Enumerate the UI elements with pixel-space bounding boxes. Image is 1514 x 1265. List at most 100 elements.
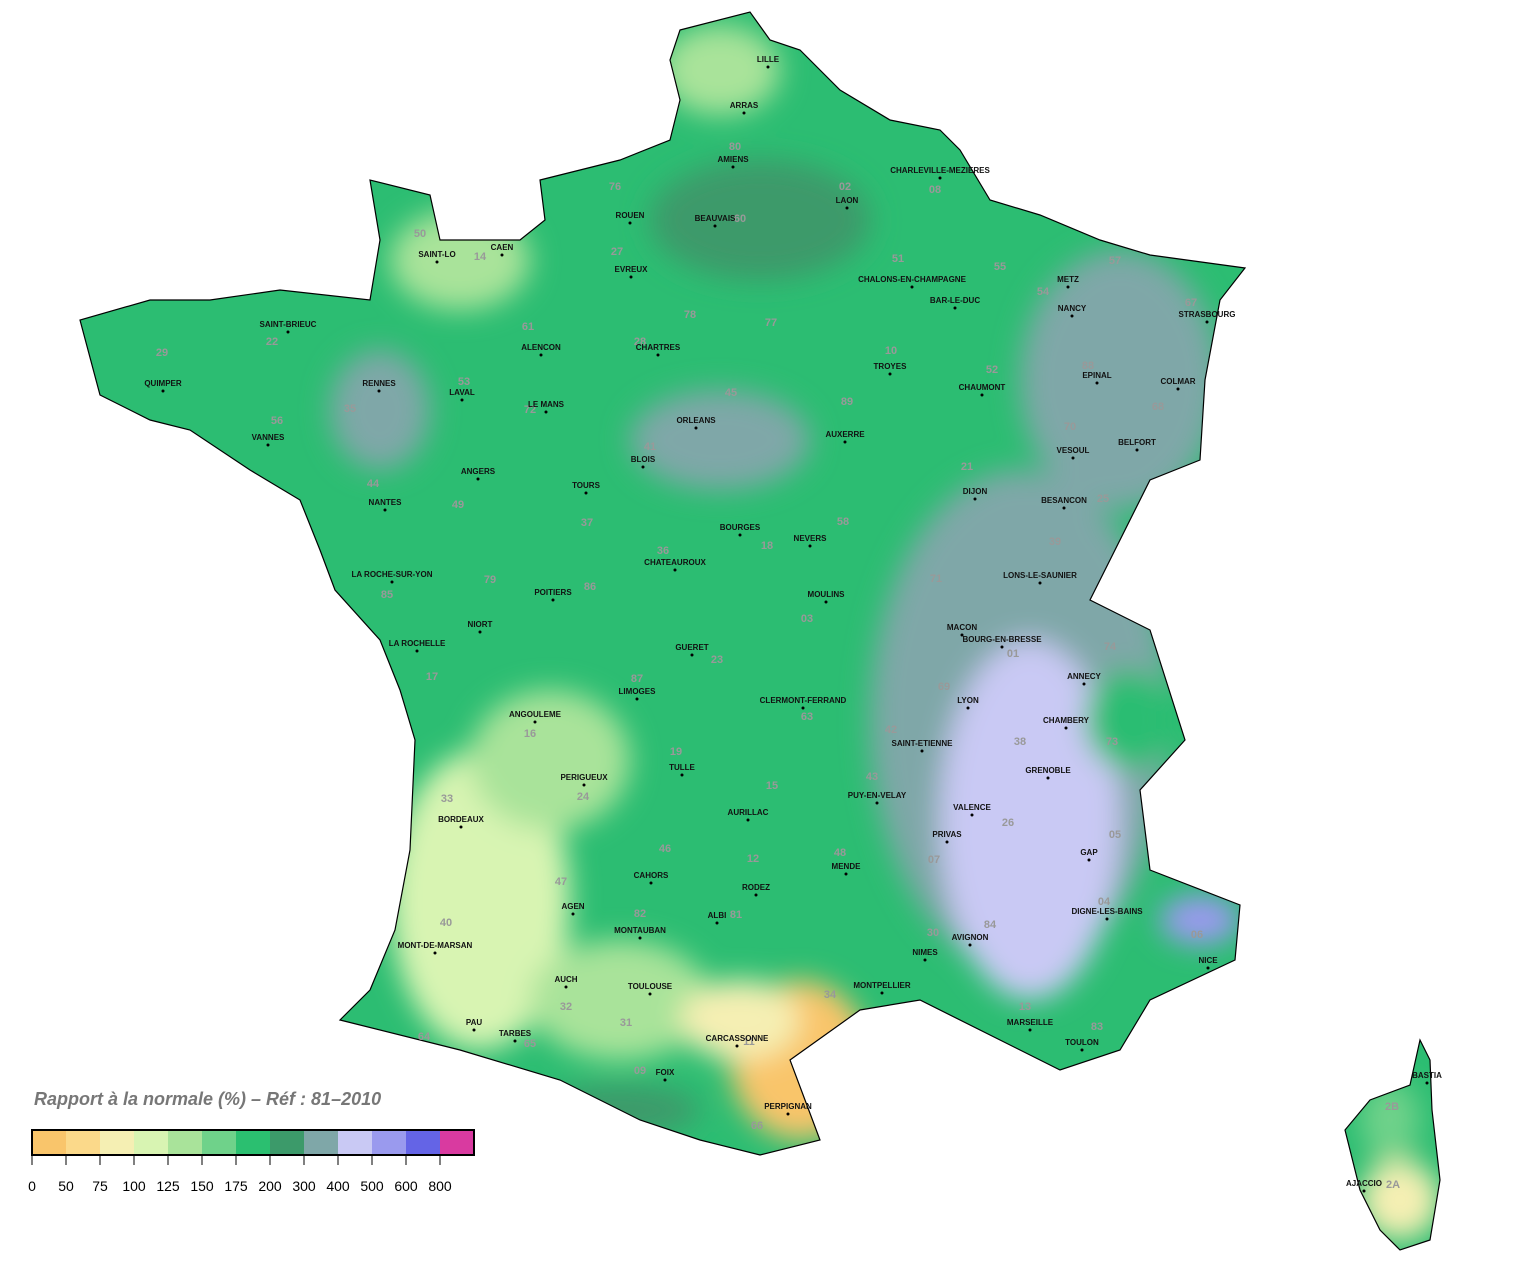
department-number: 85 <box>381 589 393 601</box>
department-number: 28 <box>634 336 646 348</box>
department-number: 35 <box>344 403 356 415</box>
city-dot <box>824 600 828 604</box>
city-label: BLOIS <box>631 455 656 464</box>
department-number: 63 <box>801 711 813 723</box>
legend-swatch <box>440 1130 474 1155</box>
city-label: VALENCE <box>953 803 991 812</box>
city-label: TARBES <box>499 1029 532 1038</box>
city-label: CHAUMONT <box>959 383 1006 392</box>
city-dot <box>970 813 974 817</box>
city-dot <box>713 224 717 228</box>
department-number: 74 <box>1104 641 1117 653</box>
department-number: 82 <box>634 908 646 920</box>
city-dot <box>459 825 463 829</box>
department-number: 34 <box>824 989 837 1001</box>
city-dot <box>564 985 568 989</box>
city-label: LE MANS <box>528 400 565 409</box>
legend-swatch <box>66 1130 100 1155</box>
city-label: CHATEAUROUX <box>644 558 706 567</box>
city-dot <box>533 720 537 724</box>
department-number: 48 <box>834 847 846 859</box>
city-label: MONT-DE-MARSAN <box>398 941 473 950</box>
city-label: LONS-LE-SAUNIER <box>1003 571 1077 580</box>
city-label: AUXERRE <box>825 430 865 439</box>
city-dot <box>754 893 758 897</box>
department-number: 24 <box>577 791 590 803</box>
city-dot <box>266 443 270 447</box>
city-label: LAVAL <box>449 388 475 397</box>
city-dot <box>690 653 694 657</box>
city-dot <box>888 372 892 376</box>
department-number: 11 <box>743 1036 755 1048</box>
department-number: 81 <box>730 909 742 921</box>
city-dot <box>539 353 543 357</box>
city-label: SAINT-LO <box>418 250 455 259</box>
department-number: 04 <box>1098 896 1111 908</box>
city-dot <box>875 801 879 805</box>
department-number: 19 <box>670 746 682 758</box>
city-dot <box>460 398 464 402</box>
city-label: PRIVAS <box>932 830 962 839</box>
city-dot <box>843 440 847 444</box>
city-dot <box>801 706 805 710</box>
department-number: 52 <box>986 364 998 376</box>
city-dot <box>1000 645 1004 649</box>
city-label: PAU <box>466 1018 483 1027</box>
city-dot <box>920 749 924 753</box>
city-label: NEVERS <box>794 534 828 543</box>
city-dot <box>648 992 652 996</box>
department-number: 07 <box>928 854 940 866</box>
department-number: 03 <box>801 613 813 625</box>
city-dot <box>766 65 770 69</box>
city-dot <box>649 881 653 885</box>
city-dot <box>1071 456 1075 460</box>
department-number: 87 <box>631 673 643 685</box>
city-label: AGEN <box>561 902 584 911</box>
city-dot <box>844 872 848 876</box>
department-number: 56 <box>271 415 283 427</box>
city-dot <box>673 568 677 572</box>
city-label: GUERET <box>675 643 708 652</box>
city-dot <box>635 697 639 701</box>
city-dot <box>880 991 884 995</box>
department-number: 58 <box>837 516 849 528</box>
city-label: ANNECY <box>1067 672 1101 681</box>
legend-swatch <box>236 1130 270 1155</box>
city-label: NANTES <box>369 498 403 507</box>
city-label: TULLE <box>669 763 695 772</box>
legend-swatch <box>304 1130 338 1155</box>
city-dot <box>286 330 290 334</box>
department-number: 10 <box>885 345 897 357</box>
city-dot <box>628 221 632 225</box>
city-dot <box>786 1112 790 1116</box>
department-number: 79 <box>484 574 496 586</box>
department-number: 78 <box>684 309 696 321</box>
city-dot <box>1038 581 1042 585</box>
city-dot <box>476 477 480 481</box>
city-label: AJACCIO <box>1346 1179 1382 1188</box>
city-dot <box>1362 1189 1366 1193</box>
department-number: 45 <box>725 387 737 399</box>
city-label: QUIMPER <box>144 379 182 388</box>
department-number: 72 <box>524 404 536 416</box>
city-label: LA ROCHELLE <box>389 639 446 648</box>
city-dot <box>377 389 381 393</box>
city-dot <box>973 497 977 501</box>
department-number: 64 <box>418 1031 431 1043</box>
city-dot <box>966 706 970 710</box>
city-dot <box>715 921 719 925</box>
city-label: TROYES <box>874 362 908 371</box>
city-label: CAEN <box>491 243 514 252</box>
city-dot <box>1080 1048 1084 1052</box>
city-label: ALENCON <box>521 343 561 352</box>
city-label: BESANCON <box>1041 496 1087 505</box>
city-label: NICE <box>1198 956 1218 965</box>
city-label: AMIENS <box>717 155 749 164</box>
city-dot <box>641 465 645 469</box>
city-label: CLERMONT-FERRAND <box>760 696 847 705</box>
city-label: MENDE <box>832 862 862 871</box>
city-dot <box>435 260 439 264</box>
city-dot <box>584 491 588 495</box>
legend-title: Rapport à la normale (%) – Réf : 81–2010 <box>34 1089 381 1109</box>
